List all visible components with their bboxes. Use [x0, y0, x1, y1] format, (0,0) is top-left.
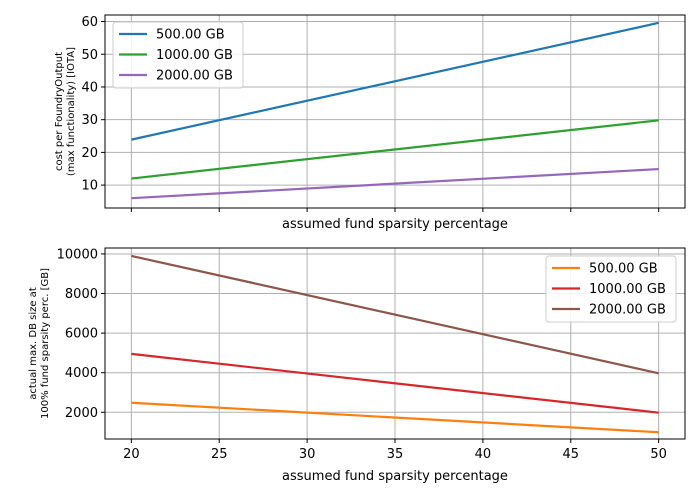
y-tick-label: 50 — [81, 48, 98, 63]
legend-entry: 1000.00 GB — [156, 48, 233, 63]
legend-entry: 500.00 GB — [589, 262, 658, 277]
y-axis-label: cost per FoundryOutput(max functionality… — [54, 47, 77, 176]
series-line-3 — [131, 167, 659, 200]
legend-entry: 2000.00 GB — [589, 303, 666, 318]
x-tick-label: 25 — [211, 447, 228, 462]
legend-box — [112, 21, 244, 89]
x-tick-label: 45 — [562, 447, 579, 462]
legend-box — [545, 255, 677, 323]
x-tick-label: 35 — [387, 447, 404, 462]
y-tick-label: 2000 — [65, 406, 98, 421]
subplot-2: 20 25 30 35 40 45 50 2000 4000 6000 8000 10000 assum… — [28, 247, 686, 484]
y-tick-label: 10 — [81, 179, 98, 194]
y-tick-label: 40 — [81, 80, 98, 95]
series-line-2 — [131, 352, 659, 414]
x-axis-label: assumed fund sparsity percentage — [282, 217, 508, 232]
y-tick-label: 8000 — [65, 287, 98, 302]
y-axis-label-line: cost per FoundryOutput — [54, 52, 65, 171]
y-tick-label: 10000 — [57, 247, 98, 262]
subplot-1: 10 20 30 40 50 60 assumed fund sparsity percen… — [54, 14, 686, 232]
legend-entry: 2000.00 GB — [156, 69, 233, 84]
series-line-2 — [131, 119, 659, 180]
y-axis-label: actual max. DB size at100% fund sparsity… — [28, 268, 51, 419]
legend: 500.00 GB 1000.00 GB 2000.00 GB — [112, 21, 244, 89]
y-axis-label-line: (max functionality) [IOTA] — [66, 47, 77, 176]
legend-entry: 1000.00 GB — [589, 282, 666, 297]
x-tick-label: 30 — [299, 447, 316, 462]
series-line-3 — [131, 254, 659, 375]
y-axis-label-line: actual max. DB size at — [28, 287, 39, 400]
x-axis-label: assumed fund sparsity percentage — [282, 469, 508, 484]
y-axis-label-line: 100% fund sparsity perc. [GB] — [40, 268, 51, 419]
y-tick-label: 6000 — [65, 327, 98, 342]
y-tick-label: 30 — [81, 113, 98, 128]
series-line-1 — [131, 21, 659, 141]
y-tick-label: 60 — [81, 15, 98, 30]
y-tick-label: 20 — [81, 146, 98, 161]
legend-entry: 500.00 GB — [156, 28, 225, 43]
x-tick-label: 50 — [650, 447, 667, 462]
x-tick-label: 20 — [123, 447, 140, 462]
y-tick-label: 4000 — [65, 366, 98, 381]
series-line-1 — [131, 401, 659, 434]
legend: 500.00 GB 1000.00 GB 2000.00 GB — [545, 255, 677, 323]
x-tick-label: 40 — [475, 447, 492, 462]
